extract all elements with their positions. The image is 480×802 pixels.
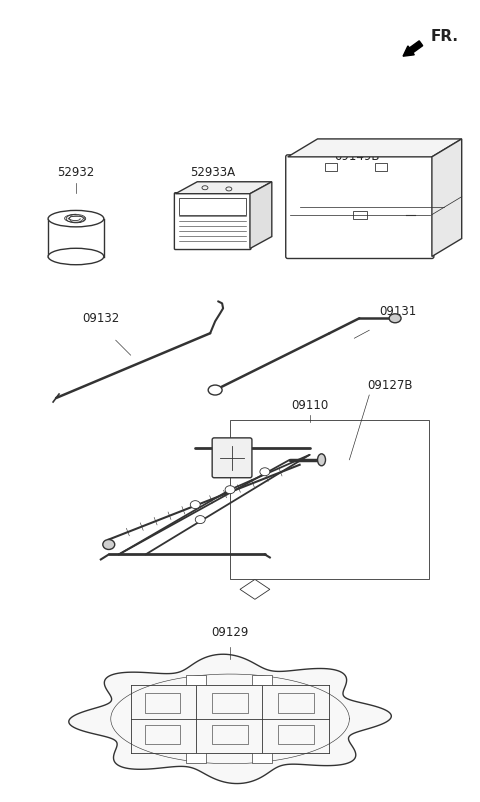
Polygon shape: [250, 182, 272, 249]
Polygon shape: [432, 139, 462, 257]
Bar: [252, 753, 272, 763]
FancyBboxPatch shape: [286, 155, 434, 258]
Bar: [325, 163, 337, 171]
Bar: [186, 753, 206, 763]
Polygon shape: [175, 182, 272, 194]
Ellipse shape: [389, 314, 401, 322]
Text: 52932: 52932: [57, 166, 95, 179]
Text: FR.: FR.: [431, 30, 459, 44]
Text: 52933A: 52933A: [191, 166, 236, 179]
FancyBboxPatch shape: [212, 438, 252, 478]
Text: 09131: 09131: [379, 306, 417, 318]
Ellipse shape: [190, 500, 200, 508]
Polygon shape: [69, 654, 391, 784]
Bar: [144, 724, 180, 744]
Bar: [186, 675, 206, 685]
Text: 09127B: 09127B: [367, 379, 413, 392]
Text: 09132: 09132: [82, 312, 120, 326]
Bar: [212, 724, 248, 744]
Ellipse shape: [48, 210, 104, 227]
Text: 09129: 09129: [211, 626, 249, 639]
Text: 09149B: 09149B: [335, 150, 380, 163]
Ellipse shape: [48, 249, 104, 265]
FancyArrow shape: [403, 41, 423, 56]
Bar: [375, 163, 387, 171]
Ellipse shape: [225, 486, 235, 494]
Bar: [180, 198, 246, 215]
Ellipse shape: [208, 385, 222, 395]
Bar: [278, 694, 313, 713]
Bar: [230, 420, 429, 579]
Ellipse shape: [260, 468, 270, 476]
Text: 09110: 09110: [291, 399, 328, 412]
Polygon shape: [240, 579, 270, 599]
Bar: [212, 694, 248, 713]
Bar: [278, 724, 313, 744]
FancyBboxPatch shape: [174, 192, 251, 249]
Bar: [353, 211, 367, 219]
Bar: [252, 675, 272, 685]
Ellipse shape: [318, 454, 325, 466]
Bar: [144, 694, 180, 713]
Polygon shape: [288, 139, 462, 157]
Ellipse shape: [195, 516, 205, 524]
Ellipse shape: [103, 540, 115, 549]
